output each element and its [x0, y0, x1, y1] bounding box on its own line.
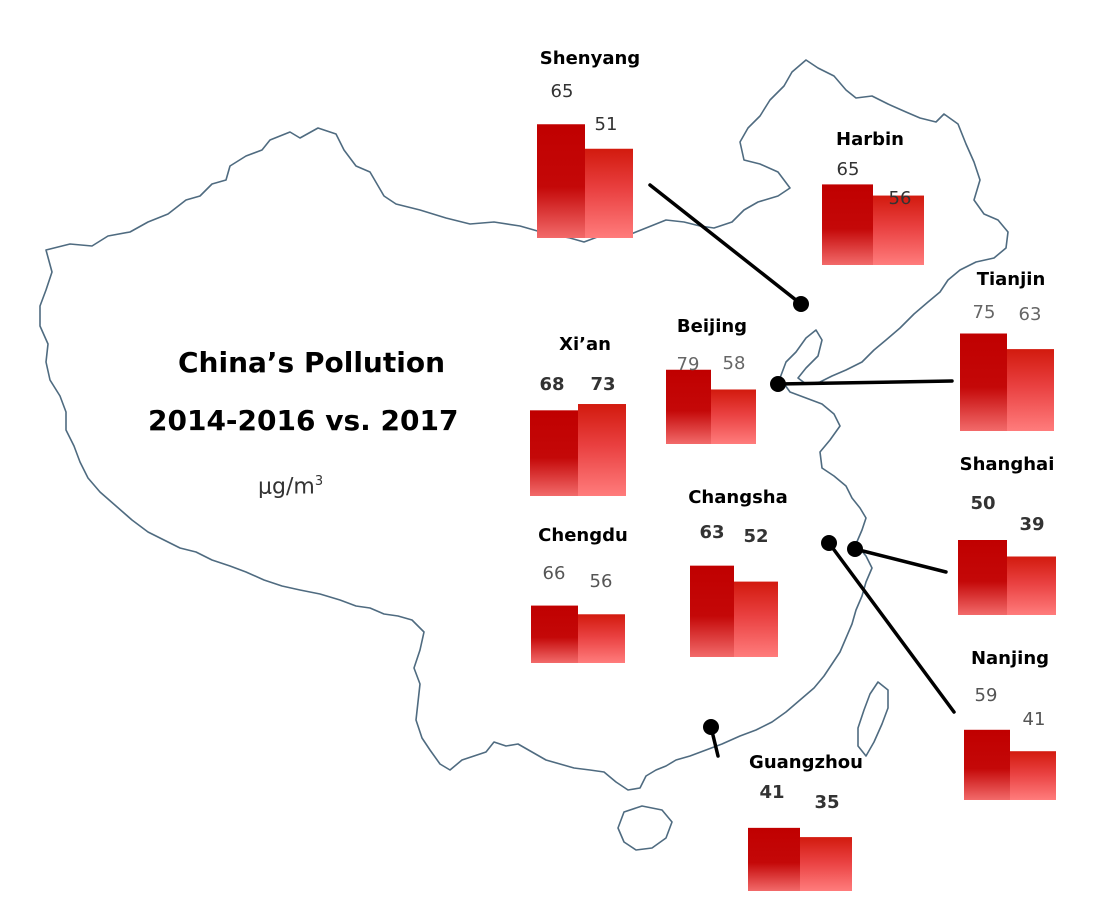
chart-title-line1: China’s Pollution	[178, 346, 445, 379]
changsha-leader-line	[827, 541, 956, 714]
city-chart-nanjing: 59 41 Nanjing	[964, 648, 1056, 800]
chart-title-line2: 2014-2016 vs. 2017	[148, 404, 459, 437]
city-chart-beijing: 79 58 Beijing	[666, 316, 756, 444]
changsha-value-label: 52	[743, 526, 768, 547]
harbin-value-label: 65	[837, 159, 860, 180]
changsha-value-label: 63	[699, 522, 724, 543]
tianjin-city-name: Tianjin	[977, 269, 1046, 290]
tianjin-location-dot	[770, 376, 786, 392]
shenyang-value-label: 65	[551, 81, 574, 102]
xi-an-value-label: 73	[590, 374, 615, 395]
chengdu-bar-2014-2016	[531, 605, 578, 663]
beijing-city-name: Beijing	[677, 316, 747, 337]
guangzhou-city-name: Guangzhou	[749, 752, 863, 773]
city-chart-guangzhou: 41 35 Guangzhou	[748, 752, 863, 891]
xi-an-value-label: 68	[539, 374, 564, 395]
city-chart-xi-an: 68 73 Xi’an	[530, 334, 626, 496]
harbin-bar-2014-2016	[822, 184, 873, 265]
beijing-bar-2017	[711, 389, 756, 444]
harbin-value-label: 56	[889, 188, 912, 209]
shanghai-value-label: 39	[1019, 514, 1044, 535]
tianjin-bar-2014-2016	[960, 333, 1007, 431]
harbin-city-name: Harbin	[836, 129, 904, 150]
city-chart-tianjin: 75 63 Tianjin	[960, 269, 1054, 431]
chengdu-value-label: 56	[590, 571, 613, 592]
leader-lines	[648, 183, 956, 758]
shanghai-leader-line	[853, 547, 948, 574]
shanghai-bar-2017	[1007, 556, 1056, 615]
nanjing-city-name: Nanjing	[971, 648, 1049, 669]
nanjing-bar-2014-2016	[964, 729, 1010, 800]
guangzhou-bar-2014-2016	[748, 827, 800, 891]
nanjing-value-label: 41	[1023, 709, 1046, 730]
beijing-value-label: 58	[723, 353, 746, 374]
shenyang-leader-line	[648, 183, 803, 306]
chengdu-city-name: Chengdu	[538, 525, 628, 546]
beijing-value-label: 79	[677, 354, 700, 375]
changsha-bar-2017	[734, 581, 778, 657]
xi-an-bar-2017	[578, 404, 626, 496]
guangzhou-location-dot	[703, 719, 719, 735]
unit-exponent: 3	[314, 474, 324, 489]
shanghai-value-label: 50	[970, 493, 995, 514]
nanjing-value-label: 59	[975, 685, 998, 706]
taiwan-outline	[857, 681, 889, 757]
changsha-bar-2014-2016	[690, 565, 734, 657]
shenyang-city-name: Shenyang	[540, 48, 640, 69]
shenyang-value-label: 51	[595, 114, 618, 135]
nanjing-bar-2017	[1010, 751, 1056, 800]
unit-base: μg/m	[258, 474, 315, 500]
harbin-bar-2017	[873, 195, 924, 265]
xi-an-bar-2014-2016	[530, 410, 578, 496]
guangzhou-value-label: 35	[814, 792, 839, 813]
tianjin-value-label: 63	[1019, 304, 1042, 325]
shenyang-bar-2017	[585, 148, 633, 238]
tianjin-bar-2017	[1007, 349, 1054, 431]
changsha-location-dot	[821, 535, 837, 551]
guangzhou-bar-2017	[800, 837, 852, 891]
beijing-bar-2014-2016	[666, 369, 711, 444]
tianjin-leader-line	[776, 379, 954, 386]
unit-label: μg/m3	[258, 474, 323, 499]
city-chart-changsha: 63 52 Changsha	[688, 487, 788, 657]
city-chart-harbin: 65 56 Harbin	[822, 129, 924, 265]
city-chart-chengdu: 66 56 Chengdu	[531, 525, 628, 663]
shanghai-location-dot	[847, 541, 863, 557]
shenyang-bar-2014-2016	[537, 124, 585, 238]
hainan-outline	[617, 805, 673, 851]
city-bar-charts: 65 51 Shenyang 65 56 Harbin 75 63 Tianjin 79 58 Bei…	[530, 48, 1056, 891]
shenyang-location-dot	[793, 296, 809, 312]
shanghai-city-name: Shanghai	[960, 454, 1055, 475]
city-chart-shenyang: 65 51 Shenyang	[537, 48, 640, 238]
shanghai-bar-2014-2016	[958, 540, 1007, 615]
tianjin-value-label: 75	[973, 302, 996, 323]
chengdu-bar-2017	[578, 614, 625, 663]
xi-an-city-name: Xi’an	[559, 334, 611, 355]
guangzhou-value-label: 41	[759, 782, 784, 803]
city-chart-shanghai: 50 39 Shanghai	[958, 454, 1056, 615]
changsha-city-name: Changsha	[688, 487, 788, 508]
chengdu-value-label: 66	[543, 563, 566, 584]
